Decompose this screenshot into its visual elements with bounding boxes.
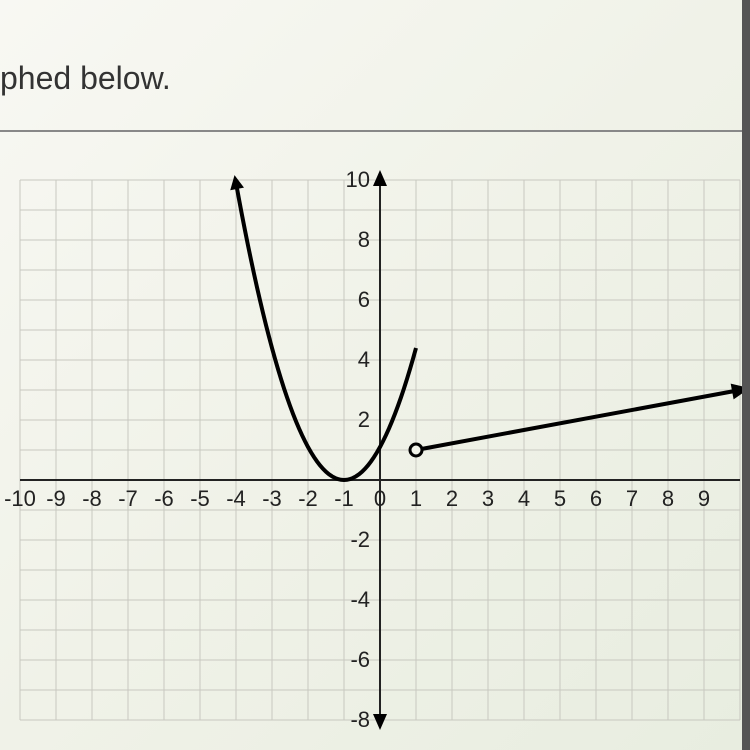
svg-text:0: 0	[374, 486, 386, 511]
svg-text:8: 8	[358, 227, 370, 252]
svg-text:3: 3	[482, 486, 494, 511]
svg-text:-2: -2	[350, 527, 370, 552]
svg-text:-8: -8	[82, 486, 102, 511]
svg-text:10: 10	[346, 167, 370, 192]
svg-text:-10: -10	[4, 486, 36, 511]
svg-text:7: 7	[626, 486, 638, 511]
svg-text:1: 1	[410, 486, 422, 511]
svg-text:-1: -1	[334, 486, 354, 511]
svg-text:2: 2	[358, 407, 370, 432]
piecewise-function-chart: -10-9-8-7-6-5-4-3-2-10123456789108642-2-…	[0, 160, 750, 750]
svg-text:-3: -3	[262, 486, 282, 511]
svg-text:4: 4	[518, 486, 530, 511]
svg-text:8: 8	[662, 486, 674, 511]
svg-text:9: 9	[698, 486, 710, 511]
svg-text:-4: -4	[226, 486, 246, 511]
chart-svg: -10-9-8-7-6-5-4-3-2-10123456789108642-2-…	[0, 160, 750, 750]
svg-text:4: 4	[358, 347, 370, 372]
svg-text:-6: -6	[350, 647, 370, 672]
svg-text:-8: -8	[350, 707, 370, 732]
svg-text:-7: -7	[118, 486, 138, 511]
svg-text:-5: -5	[190, 486, 210, 511]
header-divider	[0, 130, 750, 132]
svg-text:2: 2	[446, 486, 458, 511]
question-text-fragment: phed below.	[0, 60, 171, 97]
page: phed below. -10-9-8-7-6-5-4-3-2-10123456…	[0, 0, 750, 750]
svg-text:6: 6	[358, 287, 370, 312]
svg-text:-9: -9	[46, 486, 66, 511]
screen-right-edge	[742, 0, 750, 750]
svg-text:-2: -2	[298, 486, 318, 511]
svg-text:6: 6	[590, 486, 602, 511]
svg-text:-4: -4	[350, 587, 370, 612]
svg-text:-6: -6	[154, 486, 174, 511]
svg-text:5: 5	[554, 486, 566, 511]
